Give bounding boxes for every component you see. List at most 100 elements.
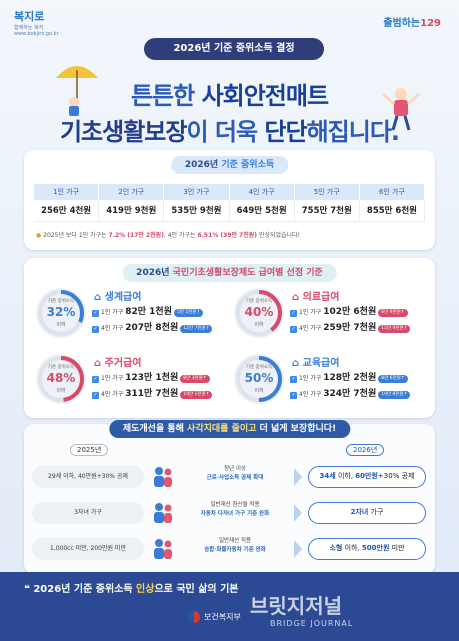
new-criteria-d: +30% 공제: [377, 472, 415, 480]
benefit-line2-amount: 207만 8천원: [125, 323, 179, 333]
benefit-line1-amount: 102만 6천원: [323, 307, 377, 317]
new-criteria-b: 이하,: [335, 472, 356, 480]
bulb-icon: ●: [36, 232, 42, 239]
benefit-line1-label: 1인 가구: [101, 309, 124, 316]
new-criteria: 2자녀 가구: [308, 502, 426, 524]
old-criteria: 1,000cc 미만, 200만원 미만: [32, 538, 144, 560]
income-note-e: 인상되었습니다!: [257, 232, 300, 239]
check-icon: ✓: [290, 326, 297, 333]
benefit-line-1: ✓ 1인 가구 123만 1천원 8만 3천원↑: [92, 370, 210, 383]
headline-line2-d: 해집니다.: [306, 118, 400, 146]
income-value-6: 855만 6천원: [359, 200, 426, 222]
income-value-2: 419만 9천원: [99, 200, 165, 222]
check-icon: ✓: [290, 376, 297, 383]
new-criteria-a: 2자녀: [350, 508, 369, 516]
income-header-2: 2인 가구: [99, 184, 165, 200]
income-value-row: 256만 4천원 419만 9천원 535만 9천원 649만 5천원 755만…: [34, 200, 426, 222]
check-icon: ✓: [92, 376, 99, 383]
benefit-line-1: ✓ 1인 가구 128만 2천원 8만 6천원↑: [290, 370, 408, 383]
hotline-logo-number: 129: [420, 18, 441, 29]
ring-caption-bottom: 이하: [254, 322, 264, 328]
income-header-row: 1인 가구 2인 가구 3인 가구 4인 가구 5인 가구 6인 가구: [34, 184, 426, 200]
benefit-icon: ⌂: [292, 358, 303, 369]
income-header-6: 6인 가구: [359, 184, 426, 200]
footer-bar: [0, 572, 459, 641]
check-icon: ✓: [92, 392, 99, 399]
headline-line2-a: 기초생활보장: [59, 118, 187, 146]
income-increase-note: ● 2025년 보다 1인 가구는 7.2% (17만 2천원), 4인 가구는…: [36, 230, 426, 239]
benefit-title-text: 주거급여: [104, 358, 142, 369]
jumping-child-illustration: [381, 88, 421, 131]
headline-line1-b: 사회안전매트: [201, 82, 329, 110]
benefit-line1-amount: 82만 1천원: [125, 307, 172, 317]
bridge-journal-watermark: 브릿지저널 BRIDGE JOURNAL: [250, 590, 353, 628]
footer-slogan: ❝ 2026년 기준 중위소득 인상으로 국민 삶의 기본: [24, 580, 435, 595]
improvement-card: 제도개선을 통해 사각지대를 줄이고 더 넓게 보장합니다! 2025년 202…: [24, 420, 435, 574]
income-header-1: 1인 가구: [34, 184, 100, 200]
benefit-title-text: 교육급여: [302, 358, 340, 369]
benefit-line2-label: 4인 가구: [101, 325, 124, 332]
benefit-line2-label: 4인 가구: [299, 325, 322, 332]
ring-percent: 40%: [244, 305, 274, 319]
benefit-line2-tag: 12만 7천원↑: [180, 324, 213, 333]
new-criteria: 34세 이하, 60만원+30% 공제: [308, 466, 426, 488]
watermark-main: 브릿지저널: [250, 594, 342, 618]
hotline-logo[interactable]: 출범하는129: [383, 14, 441, 29]
headline-line1: 튼튼한 사회안전매트: [0, 76, 459, 111]
benefit-line1-tag: 8만 6천원↑: [378, 374, 408, 383]
people-icon: [154, 467, 172, 487]
benefit-item: 기준 중위소득 32% 이하 ⌂ 생계급여 ✓ 1인 가구 82만 1천원 5만 5천원↑ ✓…: [32, 284, 228, 344]
top-bar: 복지로 함께하는 복지 www.bokjiro.go.kr 출범하는129: [0, 0, 459, 40]
ring-caption-bottom: 이하: [56, 322, 66, 328]
benefit-line1-tag: 6만 9천원↑: [378, 308, 408, 317]
income-value-1: 256만 4천원: [34, 200, 100, 222]
criteria-ring-chart: [38, 290, 84, 336]
benefit-title-text: 의료급여: [302, 292, 340, 303]
ring-caption-top: 기준 중위소득: [47, 365, 75, 370]
median-income-title-a: 2026년: [184, 160, 222, 170]
criteria-ring-arc: [236, 356, 282, 402]
ring-caption-top: 기준 중위소득: [245, 299, 273, 304]
benefit-line-2: ✓ 4인 가구 207만 8천원 12만 7천원↑: [92, 320, 213, 333]
umbrella-child-illustration: [56, 66, 98, 116]
headline-line2-b: 이 더욱: [186, 118, 265, 146]
new-criteria-c: 60만원: [355, 472, 378, 480]
bokjiro-logo-mark: 복지로: [14, 10, 45, 23]
check-icon: ✓: [290, 392, 297, 399]
benefit-line2-tag: 19만 8천원↑: [378, 390, 411, 399]
income-value-4: 649만 5천원: [229, 200, 295, 222]
change-desc-top: 일반재산 환산율 적용: [210, 502, 260, 508]
new-criteria: 소형 이하, 500만원 미만: [308, 538, 426, 560]
income-note-d: 6.51% (39만 7천원): [197, 232, 258, 239]
median-income-card: 2026년 기준 중위소득 1인 가구 2인 가구 3인 가구 4인 가구 5인…: [24, 150, 435, 250]
hotline-logo-text: 출범하는: [383, 18, 421, 29]
change-desc-main: 근로·사업소득 공제 확대: [206, 475, 264, 481]
change-description: 일반재산 적용 승합·화물자동차 기준 완화: [150, 534, 290, 564]
ring-caption-top: 기준 중위소득: [245, 365, 273, 370]
arrow-right-icon: [294, 540, 302, 558]
old-criteria: 29세 이하, 40만원+30% 공제: [32, 466, 144, 488]
change-desc-main: 자동차 다자녀 가구 기준 완화: [200, 511, 270, 517]
benefit-line1-label: 1인 가구: [299, 375, 322, 382]
benefit-title: ⌂ 교육급여: [292, 354, 339, 369]
new-criteria-a: 34세: [319, 472, 336, 480]
ring-caption-top: 기준 중위소득: [47, 299, 75, 304]
benefit-item: 기준 중위소득 50% 이하 ⌂ 교육급여 ✓ 1인 가구 128만 2천원 8만 6천원↑…: [230, 350, 426, 410]
ring-percent: 48%: [46, 371, 76, 385]
title-pill: 2026년 기준 중위소득 결정: [144, 38, 324, 60]
ministry-logo[interactable]: 보건복지부: [188, 611, 241, 623]
benefit-line-2: ✓ 4인 가구 259만 7천원 15만 9천원↑: [290, 320, 411, 333]
median-income-table: 1인 가구 2인 가구 3인 가구 4인 가구 5인 가구 6인 가구 256만…: [34, 184, 426, 222]
bokjiro-logo-sub: 함께하는 복지: [14, 25, 44, 31]
car-icon: [154, 539, 172, 559]
benefit-line1-label: 1인 가구: [299, 309, 322, 316]
criteria-ring-chart: [236, 290, 282, 336]
benefit-line1-tag: 5만 5천원↑: [173, 308, 204, 317]
bokjiro-logo[interactable]: 복지로 함께하는 복지 www.bokjiro.go.kr: [14, 8, 104, 38]
benefit-criteria-card: 2026년 국민기초생활보장제도 급여별 선정 기준 기준 중위소득 32% 이하 ⌂…: [24, 258, 435, 418]
criteria-ring: 기준 중위소득 40% 이하: [234, 288, 284, 338]
income-header-4: 4인 가구: [229, 184, 295, 200]
income-value-3: 535만 9천원: [164, 200, 230, 222]
